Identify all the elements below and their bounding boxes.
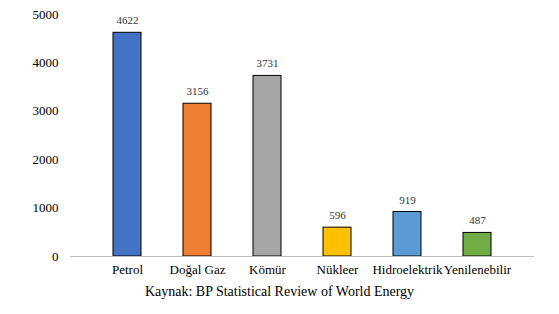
svg-text:Hidroelektrik: Hidroelektrik	[372, 262, 443, 277]
svg-text:1000: 1000	[33, 200, 59, 215]
svg-text:Kömür: Kömür	[249, 262, 287, 277]
svg-text:2000: 2000	[33, 152, 59, 167]
svg-text:4622: 4622	[117, 14, 139, 26]
svg-text:596: 596	[329, 209, 346, 221]
svg-text:919: 919	[399, 194, 416, 206]
svg-text:4000: 4000	[33, 55, 59, 70]
svg-text:3156: 3156	[187, 85, 210, 97]
svg-text:Petrol: Petrol	[112, 262, 143, 277]
svg-text:Yenilenebilir: Yenilenebilir	[444, 262, 512, 277]
svg-text:3731: 3731	[257, 57, 279, 69]
svg-text:3000: 3000	[33, 103, 59, 118]
svg-text:Nükleer: Nükleer	[317, 262, 360, 277]
svg-text:5000: 5000	[33, 7, 59, 22]
html-text:Kaynak: BP Statistical Review: Kaynak: BP Statistical Review of World E…	[144, 284, 415, 299]
svg-text:487: 487	[469, 214, 486, 226]
svg-text:0: 0	[52, 249, 59, 264]
svg-text:Doğal Gaz: Doğal Gaz	[170, 262, 226, 277]
